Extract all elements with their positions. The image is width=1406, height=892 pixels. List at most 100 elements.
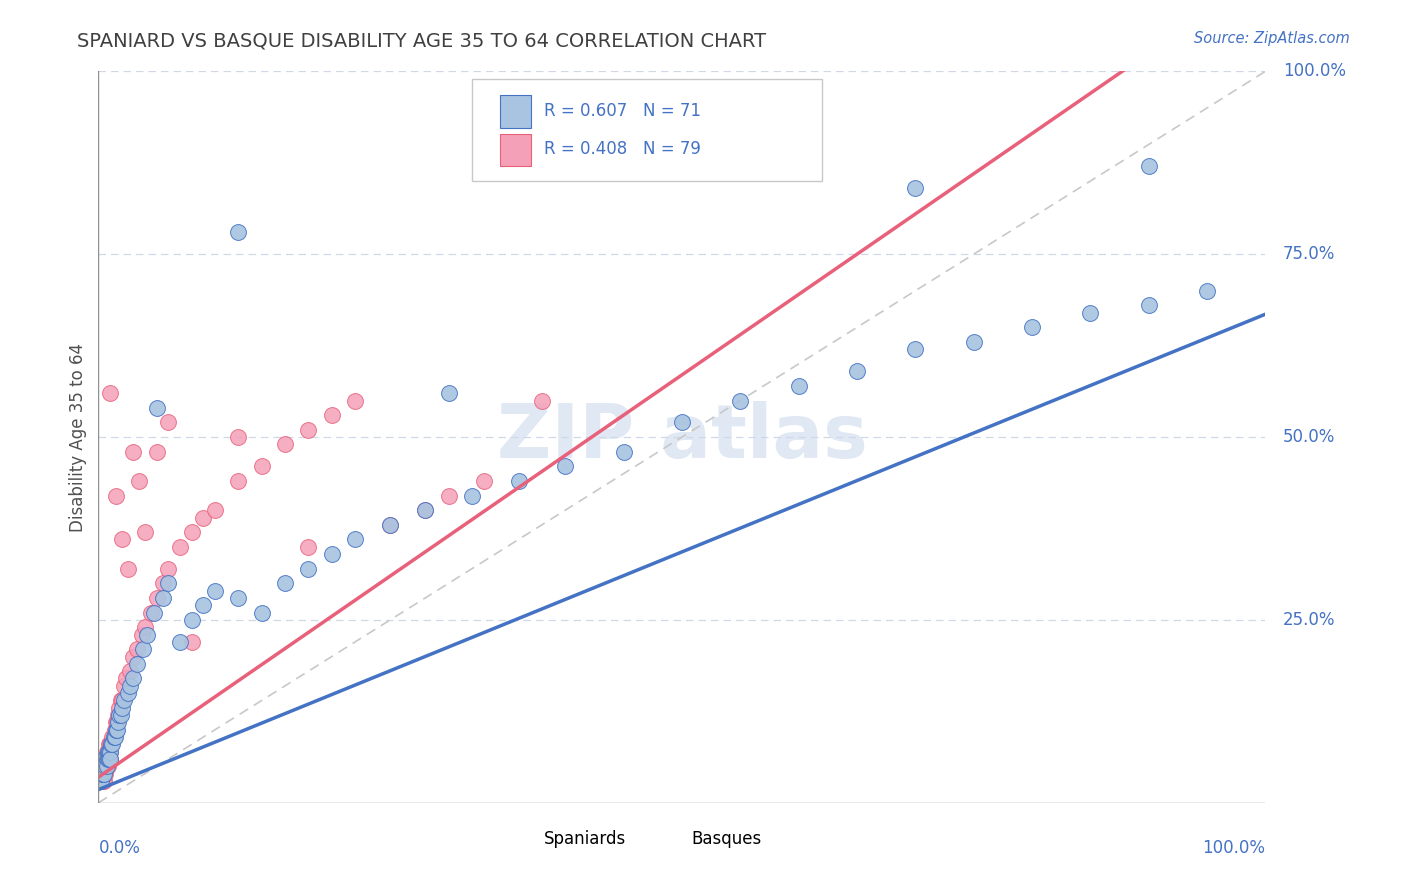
Point xyxy=(91,759,114,773)
Point xyxy=(228,430,250,444)
Point xyxy=(180,613,202,627)
Point xyxy=(157,576,180,591)
Point xyxy=(97,752,120,766)
Point xyxy=(94,759,117,773)
Point xyxy=(103,730,125,744)
Point xyxy=(111,533,134,547)
Point xyxy=(297,540,319,554)
Point xyxy=(117,686,139,700)
Point xyxy=(117,562,139,576)
Text: Spaniards: Spaniards xyxy=(544,830,627,847)
Point xyxy=(413,503,436,517)
Point xyxy=(180,635,202,649)
Point xyxy=(904,343,927,357)
Point xyxy=(180,525,202,540)
Point xyxy=(90,766,112,780)
Point xyxy=(554,459,576,474)
Point xyxy=(380,517,402,532)
Point xyxy=(380,517,402,532)
Point xyxy=(94,766,117,780)
Point xyxy=(89,773,111,788)
Point xyxy=(90,773,112,788)
Point xyxy=(274,576,297,591)
Point xyxy=(98,745,121,759)
Point xyxy=(122,649,145,664)
Y-axis label: Disability Age 35 to 64: Disability Age 35 to 64 xyxy=(69,343,87,532)
Text: 50.0%: 50.0% xyxy=(1282,428,1336,446)
Text: ZIP atlas: ZIP atlas xyxy=(496,401,868,474)
Point xyxy=(98,386,121,401)
Point xyxy=(89,773,111,788)
FancyBboxPatch shape xyxy=(501,134,531,166)
Point xyxy=(104,489,127,503)
Point xyxy=(146,444,169,458)
Point xyxy=(112,693,135,707)
Point xyxy=(228,474,250,488)
Point xyxy=(193,510,215,524)
Point xyxy=(90,759,112,773)
Point xyxy=(846,364,869,378)
Point xyxy=(228,225,250,239)
Point xyxy=(93,759,115,773)
Point xyxy=(413,503,436,517)
Text: Basques: Basques xyxy=(692,830,762,847)
Point xyxy=(94,752,117,766)
Point xyxy=(297,562,319,576)
Point xyxy=(134,525,156,540)
Point xyxy=(193,599,215,613)
Point xyxy=(132,642,155,657)
Point xyxy=(91,759,114,773)
Point xyxy=(90,766,112,780)
Point xyxy=(169,540,191,554)
Point xyxy=(613,444,636,458)
Point xyxy=(96,759,118,773)
Point xyxy=(146,401,169,415)
Point xyxy=(274,437,297,451)
FancyBboxPatch shape xyxy=(658,825,685,851)
Point xyxy=(94,759,117,773)
Point xyxy=(136,627,159,641)
Point xyxy=(101,730,124,744)
Point xyxy=(97,759,120,773)
Point xyxy=(101,737,124,751)
Point xyxy=(461,489,484,503)
Point xyxy=(96,752,118,766)
Point xyxy=(97,745,120,759)
Text: 25.0%: 25.0% xyxy=(1282,611,1336,629)
Point xyxy=(730,393,752,408)
Text: Source: ZipAtlas.com: Source: ZipAtlas.com xyxy=(1194,31,1350,46)
Point xyxy=(90,773,112,788)
Point xyxy=(508,474,530,488)
Point xyxy=(104,723,127,737)
Point xyxy=(97,745,120,759)
Point xyxy=(90,759,112,773)
Text: 100.0%: 100.0% xyxy=(1282,62,1346,80)
Point xyxy=(437,489,460,503)
FancyBboxPatch shape xyxy=(512,825,540,851)
Text: SPANIARD VS BASQUE DISABILITY AGE 35 TO 64 CORRELATION CHART: SPANIARD VS BASQUE DISABILITY AGE 35 TO … xyxy=(77,31,766,50)
Point xyxy=(97,752,120,766)
Text: 75.0%: 75.0% xyxy=(1282,245,1336,263)
Point xyxy=(90,766,112,780)
Point xyxy=(344,393,367,408)
Point xyxy=(115,672,138,686)
Point xyxy=(157,562,180,576)
Point xyxy=(530,393,553,408)
Point xyxy=(93,766,115,780)
Point xyxy=(96,745,118,759)
Point xyxy=(128,474,150,488)
Text: 100.0%: 100.0% xyxy=(1202,839,1265,857)
Point xyxy=(98,752,121,766)
Point xyxy=(321,547,343,561)
Point xyxy=(110,693,132,707)
Point xyxy=(134,620,156,634)
Point xyxy=(157,416,180,430)
Point xyxy=(1195,284,1218,298)
Point xyxy=(1137,160,1160,174)
Point xyxy=(962,334,984,349)
Point xyxy=(112,679,135,693)
Point xyxy=(1080,306,1102,320)
Point xyxy=(89,766,111,780)
Point xyxy=(93,773,115,788)
Point xyxy=(100,737,122,751)
